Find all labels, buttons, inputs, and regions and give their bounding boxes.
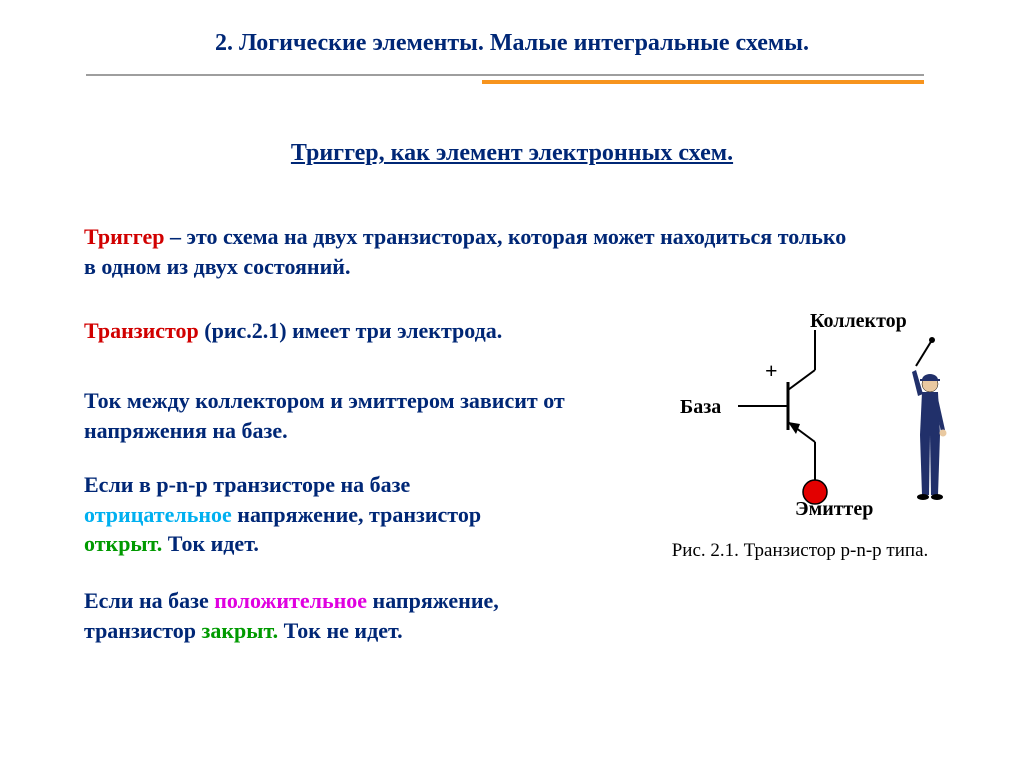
text: – это схема на двух транзисторах, котора… (84, 224, 846, 279)
text: Ток идет. (162, 531, 259, 556)
text: напряжение, транзистор (232, 502, 481, 527)
rule-orange (482, 80, 924, 84)
text: Если в p-n-p транзисторе на базе (84, 472, 410, 497)
signalman-icon (912, 337, 947, 500)
label-base: База (680, 396, 721, 419)
transistor-svg (620, 300, 980, 530)
paragraph-trigger: Триггер – это схема на двух транзисторах… (84, 222, 854, 281)
term-transistor: Транзистор (84, 318, 199, 343)
rule-gray (86, 74, 924, 76)
paragraph-current: Ток между коллектором и эмиттером зависи… (84, 386, 604, 445)
label-plus: + (765, 358, 778, 384)
word-negative: отрицательное (84, 502, 232, 527)
text: Если на базе (84, 588, 214, 613)
figure-transistor: Коллектор База Эмиттер + Рис. 2.1. Транз… (620, 300, 980, 600)
label-emitter: Эмиттер (795, 498, 873, 521)
term-trigger: Триггер (84, 224, 164, 249)
word-closed: закрыт. (202, 618, 279, 643)
word-positive: положительное (214, 588, 367, 613)
page-title: 2. Логические элементы. Малые интегральн… (0, 30, 1024, 57)
transistor-symbol-icon (738, 330, 827, 504)
text: (рис.2.1) имеет три электрода. (199, 318, 503, 343)
label-collector: Коллектор (810, 310, 907, 333)
word-open: открыт. (84, 531, 162, 556)
paragraph-transistor: Транзистор (рис.2.1) имеет три электрода… (84, 316, 604, 346)
paragraph-negative: Если в p-n-p транзисторе на базе отрицат… (84, 470, 524, 559)
figure-caption: Рис. 2.1. Транзистор p-n-p типа. (620, 540, 980, 562)
text: Ток не идет. (278, 618, 403, 643)
paragraph-positive: Если на базе положительное напряжение, т… (84, 586, 524, 645)
slide: 2. Логические элементы. Малые интегральн… (0, 0, 1024, 767)
page-subtitle: Триггер, как элемент электронных схем. (0, 140, 1024, 167)
